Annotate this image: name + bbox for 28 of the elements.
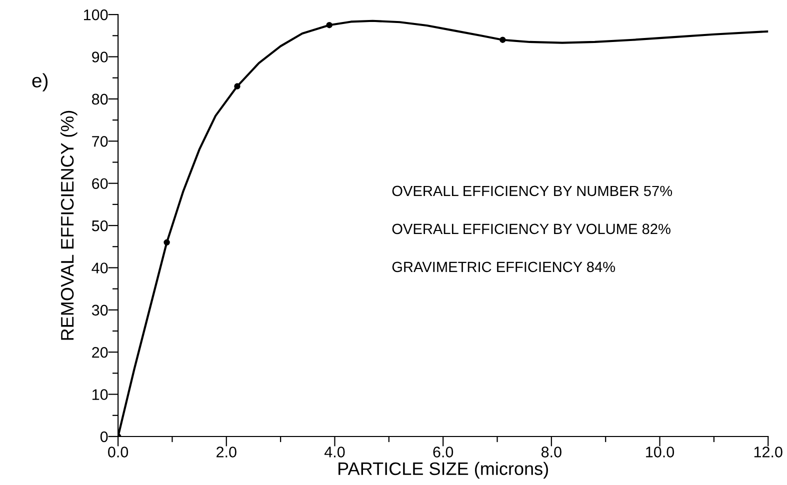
y-tick-label: 70 bbox=[92, 136, 108, 147]
y-tick-label: 100 bbox=[84, 9, 108, 20]
x-tick-label: 0.0 bbox=[108, 446, 128, 458]
annotation: OVERALL EFFICIENCY BY VOLUME 82% bbox=[392, 224, 670, 234]
x-tick-label: 4.0 bbox=[324, 446, 345, 458]
y-tick-label: 80 bbox=[92, 94, 108, 105]
y-tick-label: 60 bbox=[92, 178, 108, 190]
text: e) bbox=[32, 73, 48, 92]
y-tick-label: 40 bbox=[92, 262, 108, 274]
point bbox=[234, 83, 240, 90]
x-tick-label: 8.0 bbox=[541, 446, 562, 458]
x-tick-label: 2.0 bbox=[216, 446, 236, 458]
x-tick-label: 12.0 bbox=[754, 446, 782, 458]
point bbox=[500, 36, 506, 43]
annotation: OVERALL EFFICIENCY BY NUMBER 57% bbox=[392, 186, 672, 196]
y-tick-label: 50 bbox=[92, 220, 108, 232]
y-tick-label: 10 bbox=[92, 389, 108, 400]
y-tick-label: 0 bbox=[100, 431, 108, 442]
point bbox=[164, 239, 170, 246]
annotation: GRAVIMETRIC EFFICIENCY 84% bbox=[392, 262, 616, 272]
x-tick-label: 10.0 bbox=[646, 446, 674, 458]
y-tick-label: 20 bbox=[92, 346, 108, 358]
x-tick-label: 6.0 bbox=[433, 446, 454, 458]
y-axis-title: REMOVAL EFFICIENCY (%) bbox=[60, 110, 78, 340]
y-tick-label: 30 bbox=[92, 304, 108, 316]
point bbox=[326, 22, 332, 28]
x-axis-title: PARTICLE SIZE (microns) bbox=[338, 462, 548, 479]
y-tick-label: 90 bbox=[92, 52, 108, 62]
